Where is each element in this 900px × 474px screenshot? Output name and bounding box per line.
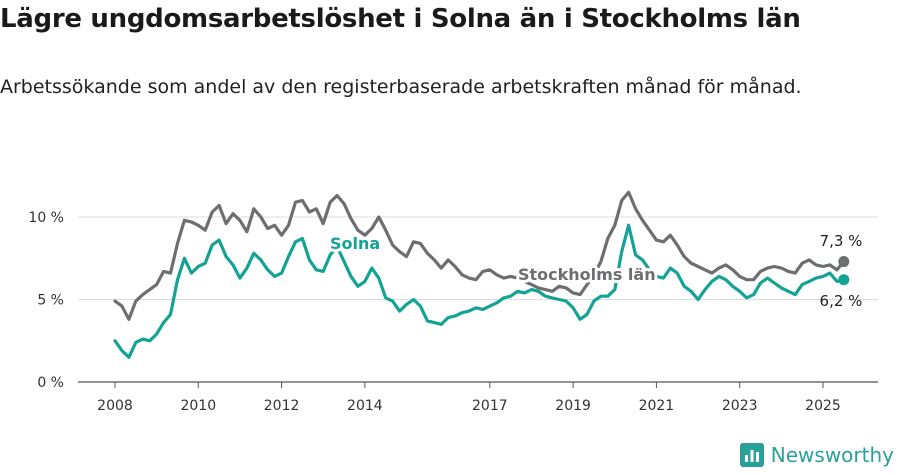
x-tick-label: 2023	[722, 398, 758, 414]
series-label-stockholms-lan: Stockholms län	[518, 265, 656, 284]
x-axis: 2008 2010 2012 2014 2017 2019 2021 2023 2025	[97, 382, 841, 414]
x-tick-label: 2010	[180, 398, 216, 414]
chart-title: Lägre ungdomsarbetslöshet i Solna än i S…	[0, 4, 801, 34]
x-tick-label: 2014	[347, 398, 383, 414]
grid-lines: 0 % 5 % 10 %	[28, 210, 878, 391]
y-tick-label: 10 %	[28, 210, 64, 226]
end-value-label-solna: 6,2 %	[820, 292, 863, 310]
newsworthy-logo-icon	[739, 443, 764, 467]
series-line-solna	[113, 223, 846, 359]
end-point-stockholms-län	[838, 256, 850, 268]
x-tick-label: 2008	[97, 398, 133, 414]
y-tick-label: 0 %	[37, 375, 64, 391]
x-tick-label: 2025	[805, 398, 841, 414]
y-tick-label: 5 %	[37, 293, 64, 309]
x-tick-label: 2021	[639, 398, 675, 414]
series-label-solna-halo: Solna	[330, 234, 380, 253]
x-tick-label: 2019	[555, 398, 591, 414]
series-lines	[113, 190, 850, 359]
series-line-stockholms-län	[113, 190, 846, 321]
end-point-solna	[838, 274, 850, 286]
x-tick-label: 2017	[472, 398, 508, 414]
x-tick-label: 2012	[264, 398, 300, 414]
end-value-label-stockholms-lan: 7,3 %	[820, 232, 863, 250]
chart-subtitle: Arbetssökande som andel av den registerb…	[0, 76, 802, 98]
brand-name: Newsworthy	[770, 443, 894, 467]
series-label-solna: Solna	[330, 234, 380, 253]
series-label-stockholms-lan-halo: Stockholms län	[518, 265, 656, 284]
brand: Newsworthy	[739, 442, 894, 468]
